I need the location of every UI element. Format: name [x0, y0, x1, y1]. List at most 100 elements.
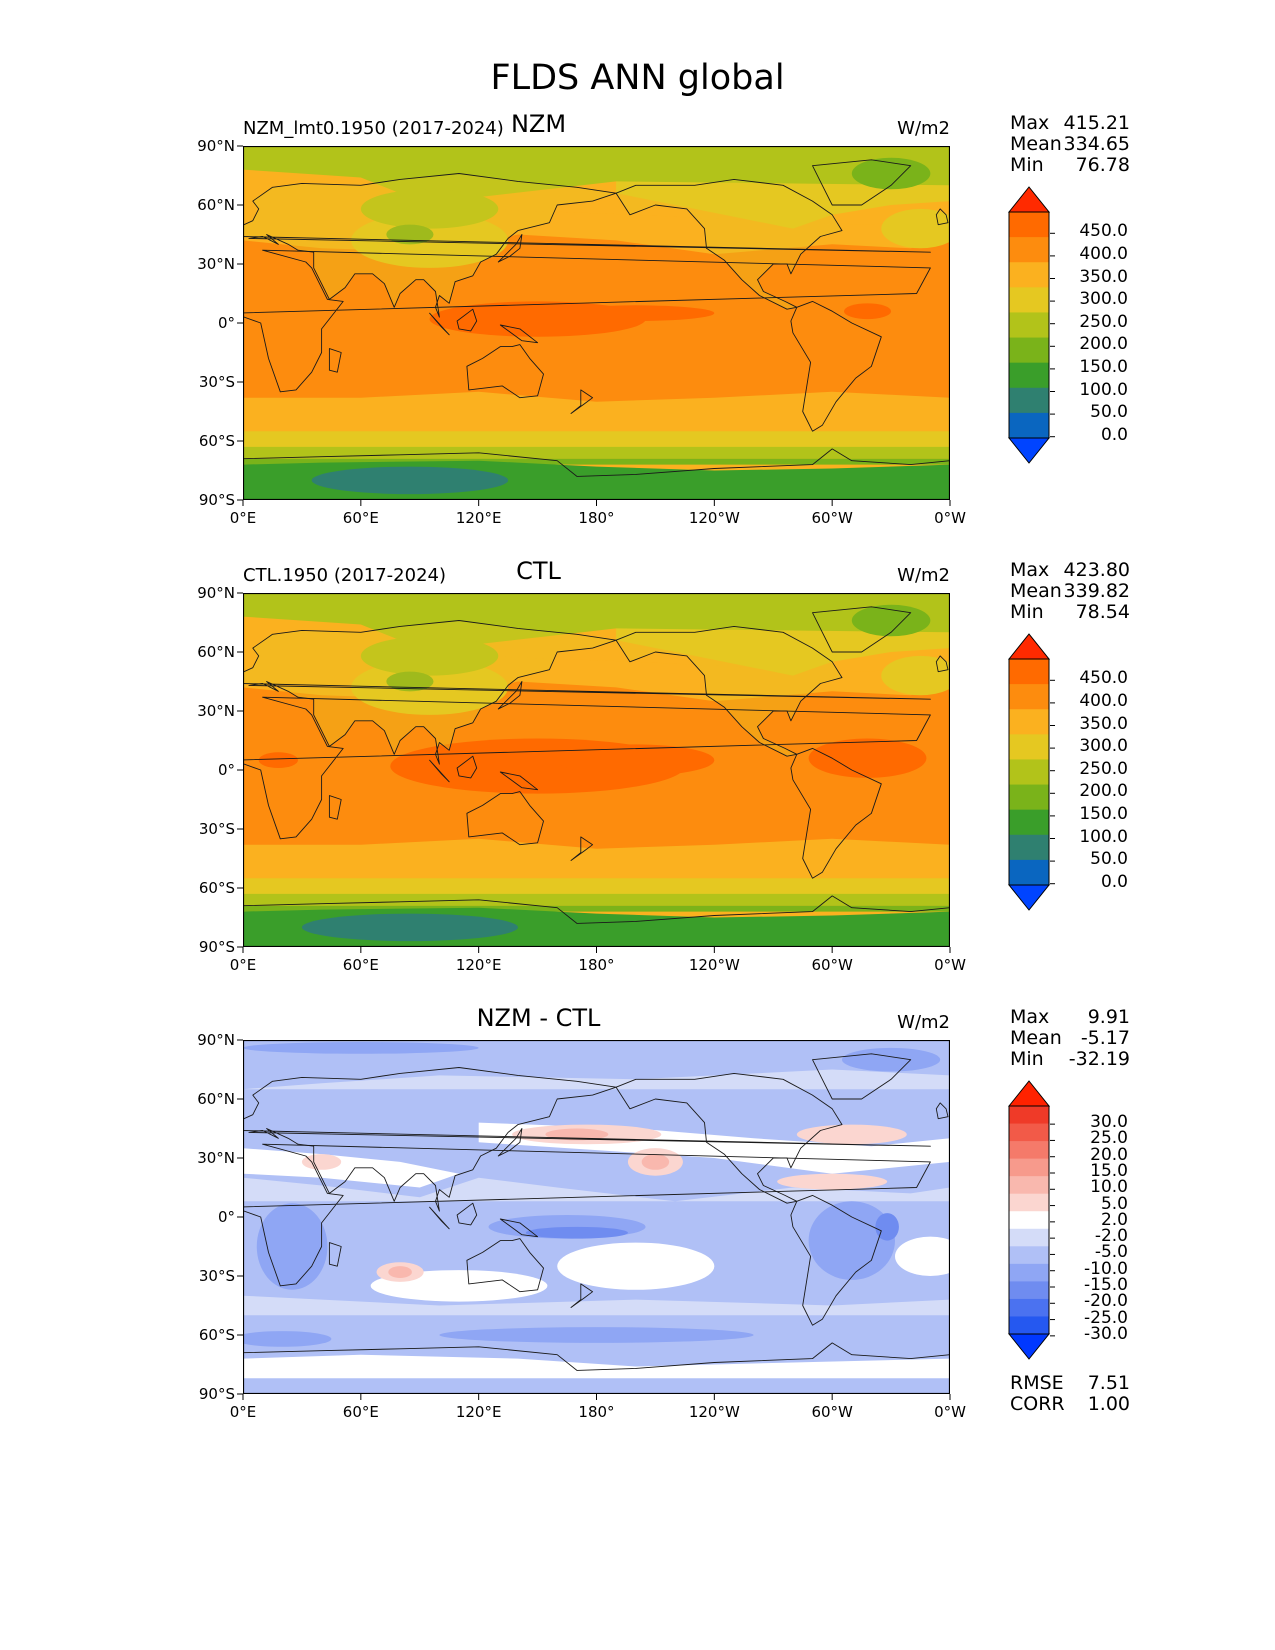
map-frame [243, 1040, 950, 1394]
coastline-eurasia [243, 620, 931, 765]
panel-units: W/m2 [897, 118, 950, 139]
contour-region [243, 1331, 332, 1347]
colorbar-tick-label: 5.0 [1100, 1193, 1128, 1214]
colorbar-segment [1009, 1246, 1049, 1265]
lat-tick-label: 90°S [198, 1385, 235, 1403]
colorbar-tick-label: -25.0 [1084, 1307, 1128, 1328]
panel-title: NZM [510, 110, 567, 138]
colorbar-extend-max [1008, 186, 1051, 213]
contour-region [243, 1148, 459, 1188]
colorbar-extend-min [1008, 884, 1051, 911]
colorbar-tick-label: 400.0 [1079, 690, 1128, 711]
lon-tick-label: 60°W [811, 509, 853, 527]
lat-tick-label: 30°N [197, 1149, 235, 1167]
colorbar-segment [1009, 1263, 1049, 1282]
colorbar-segment [1009, 809, 1049, 836]
panel-title: NZM - CTL [476, 1004, 601, 1032]
coastline-samerica [790, 747, 882, 879]
colorbar-tick-label: 100.0 [1079, 379, 1128, 400]
lat-tick-label: 0° [217, 761, 235, 779]
lon-tick-label: 60°E [342, 956, 379, 974]
lat-tick-label: 0° [217, 1208, 235, 1226]
colorbar-segment [1009, 237, 1049, 263]
lon-tick-label: 0°E [229, 956, 257, 974]
lon-tick-label: 60°W [811, 956, 853, 974]
lon-tick-label: 180° [578, 1403, 615, 1421]
contour-region [881, 655, 950, 696]
land-tint [243, 173, 931, 318]
coastline-greenland [812, 606, 912, 653]
colorbar-segment [1009, 287, 1049, 313]
colorbar-segment [1009, 1123, 1049, 1142]
lat-tick-label: 60°N [197, 196, 235, 214]
colorbar-tick-label: 450.0 [1079, 221, 1128, 242]
map-plot-1 [243, 146, 950, 500]
lon-tick-label: 180° [578, 956, 615, 974]
contour-region [808, 738, 927, 778]
colorbar-2 [1008, 633, 1055, 911]
coastline-borneo [456, 308, 478, 332]
stat-value-min: -32.19 [1068, 1048, 1130, 1070]
panel-units: W/m2 [897, 565, 950, 586]
colorbar-tick-label: 250.0 [1079, 758, 1128, 779]
colorbar-segment [1009, 834, 1049, 861]
land-tint [616, 626, 842, 757]
colorbar-tick-label: 100.0 [1079, 826, 1128, 847]
panel-subtitle: NZM_lmt0.1950 (2017-2024) [243, 118, 504, 139]
contour-region [311, 466, 509, 495]
colorbar-extend-max [1008, 633, 1051, 660]
colorbar-tick-label: 30.0 [1090, 1112, 1128, 1133]
coastline-antarctica [243, 1342, 950, 1394]
axis-ticks [237, 145, 951, 506]
coastline-newguinea [499, 1218, 539, 1238]
stat-value-min: 78.54 [1075, 601, 1130, 623]
coastline-africa [243, 1143, 931, 1287]
lon-tick-label: 0°E [229, 509, 257, 527]
stat-value-mean: 339.82 [1063, 580, 1130, 602]
stat-label-max: Max [1010, 559, 1050, 581]
coastline-madagascar [328, 1242, 342, 1267]
colorbar-extend-min [1008, 1333, 1051, 1360]
footer-label-rmse: RMSE [1010, 1372, 1064, 1394]
lon-tick-label: 60°W [811, 1403, 853, 1421]
coastline-eurasia [243, 173, 931, 318]
stat-label-mean: Mean [1010, 133, 1062, 155]
colorbar-segment [1009, 1281, 1049, 1300]
coastline-sumatra [429, 312, 450, 336]
coastline-australia [466, 344, 544, 399]
coastline-sumatra [429, 759, 450, 783]
coastline-samerica [790, 1194, 882, 1326]
colorbar-tick-label: 0.0 [1100, 871, 1128, 892]
colorbar-tick-label: -20.0 [1084, 1291, 1128, 1312]
coastline-africa [243, 249, 931, 393]
lon-tick-label: 0°W [934, 1403, 966, 1421]
colorbar-segment [1009, 412, 1049, 439]
coastline-uk [935, 208, 949, 226]
stat-value-max: 415.21 [1063, 112, 1130, 134]
contour-region [360, 189, 499, 229]
contour-region [243, 431, 950, 449]
colorbar-tick-label: -15.0 [1084, 1275, 1128, 1295]
coastline-madagascar [328, 795, 342, 820]
colorbar-tick-label: -10.0 [1084, 1258, 1128, 1279]
lon-tick-label: 120°W [688, 956, 740, 974]
contour-region [243, 446, 950, 459]
colorbar-tick-label: 150.0 [1079, 803, 1128, 824]
colorbar-tick-label: 25.0 [1090, 1128, 1128, 1149]
colorbar-tick-label: 450.0 [1079, 668, 1128, 689]
colorbar-segment [1009, 387, 1049, 414]
coastline-sumatra [429, 1206, 450, 1230]
lat-tick-label: 30°S [198, 373, 235, 391]
colorbar-tick-label: -30.0 [1084, 1323, 1128, 1344]
contour-region [641, 1154, 670, 1170]
colorbar-tick-label: 400.0 [1079, 243, 1128, 264]
colorbar-segment [1009, 734, 1049, 760]
colorbar-segment [1009, 684, 1049, 710]
lat-tick-label: 90°N [197, 584, 235, 602]
contour-region [243, 878, 950, 896]
map-plot-3 [243, 1040, 950, 1394]
colorbar-tick-label: 300.0 [1079, 736, 1128, 757]
lat-tick-label: 60°N [197, 643, 235, 661]
stat-value-mean: -5.17 [1080, 1027, 1130, 1049]
contour-region [243, 1354, 950, 1379]
